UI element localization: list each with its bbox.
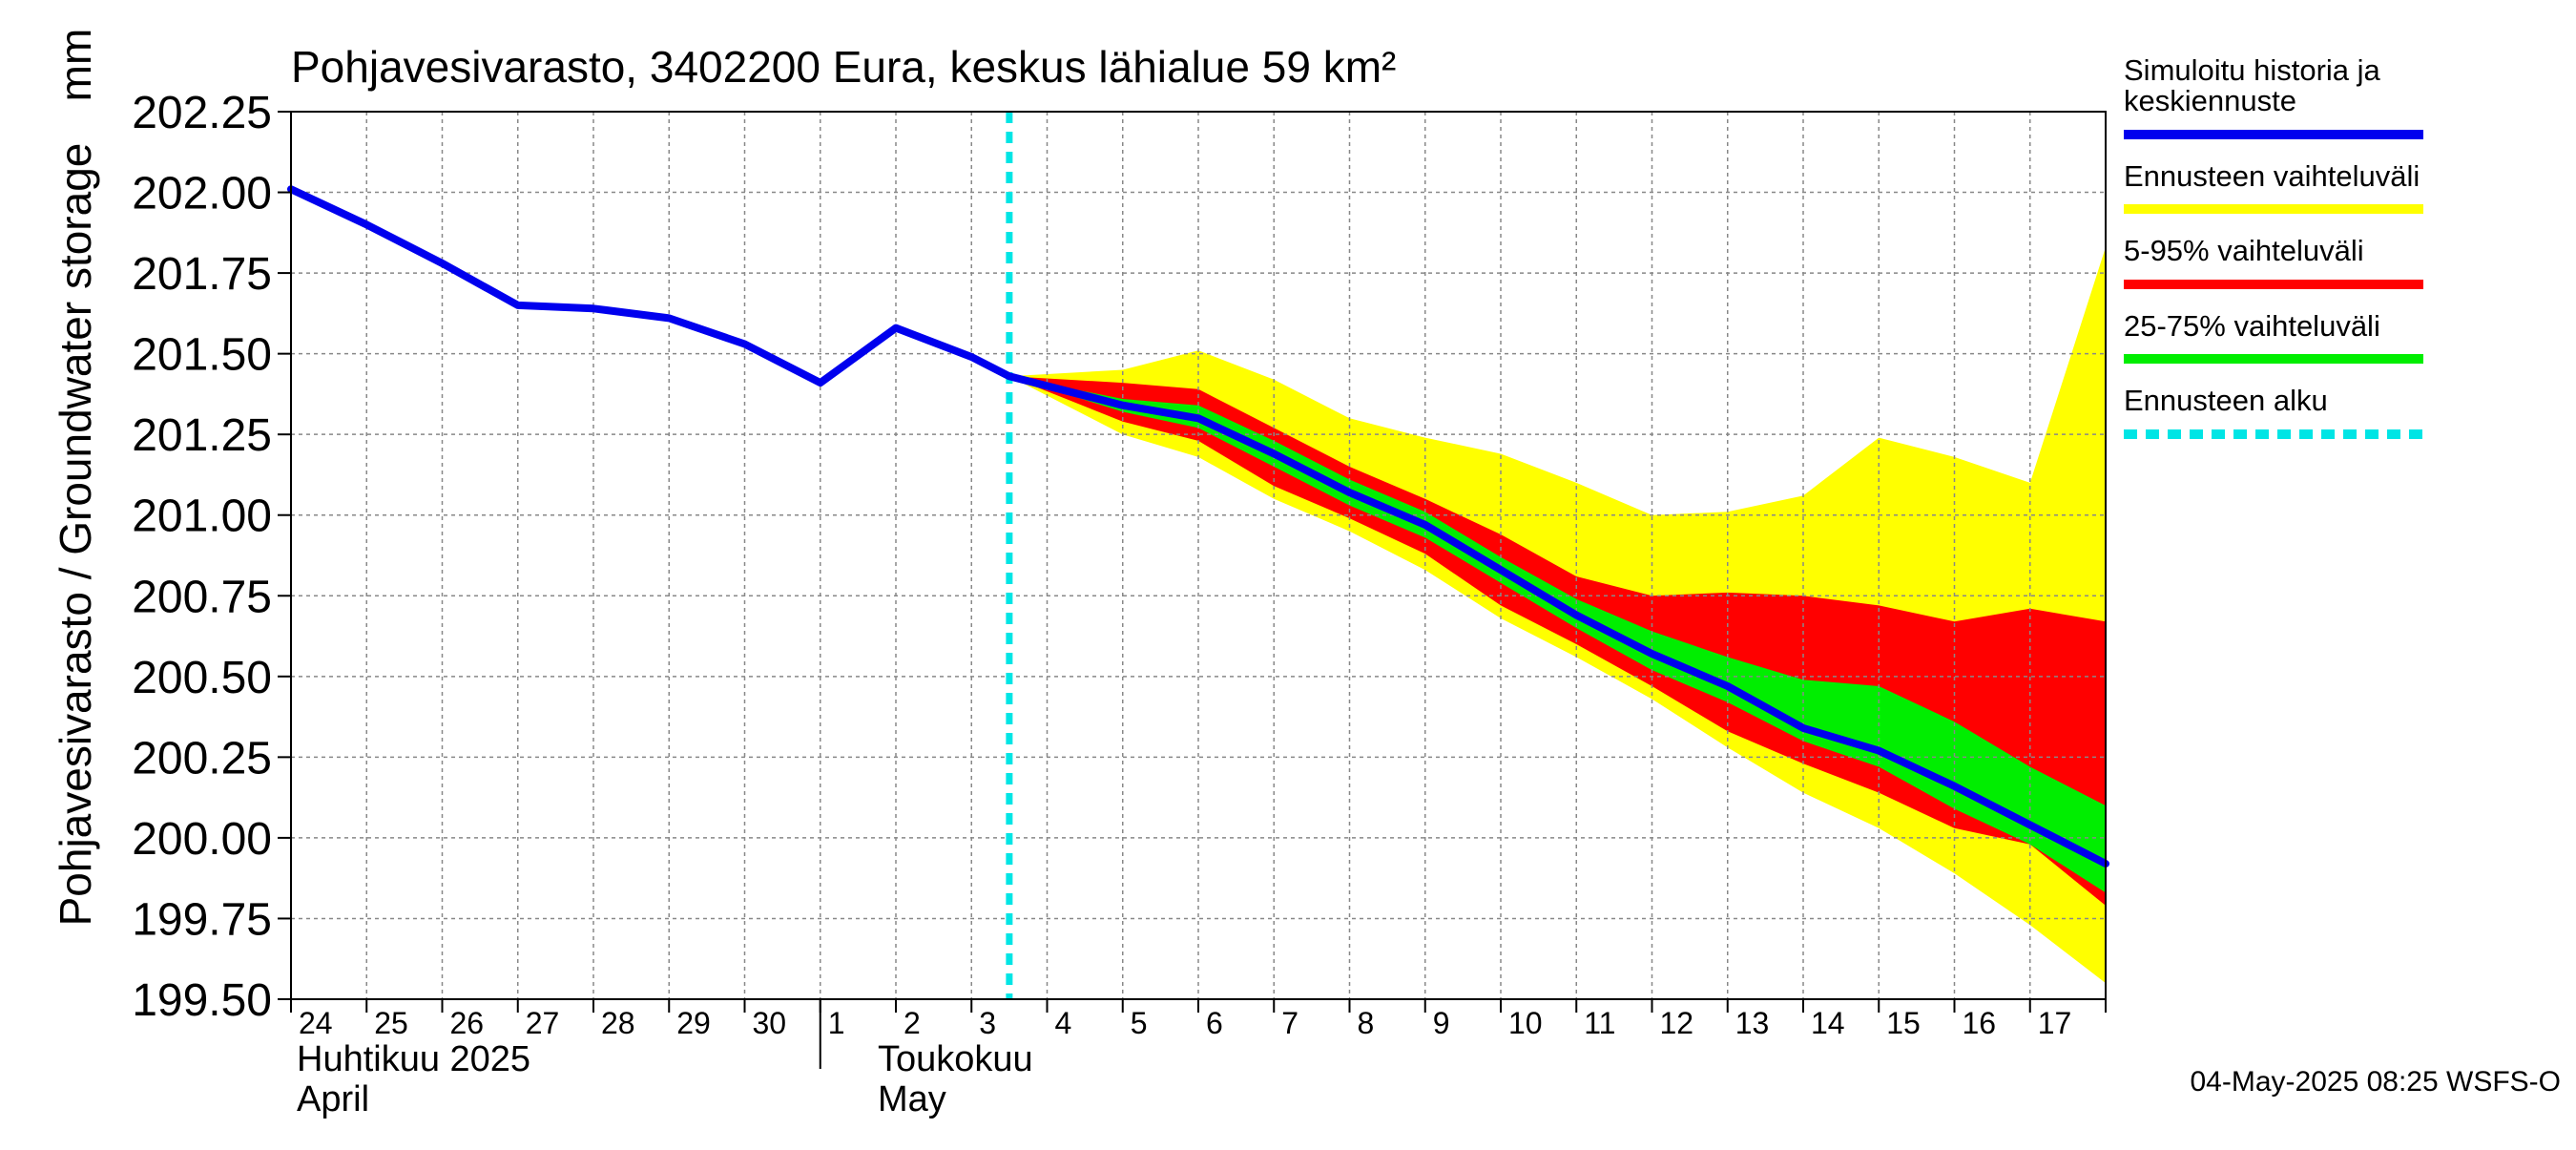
x-tick-label: 5: [1131, 1006, 1148, 1040]
y-tick-label: 200.25: [132, 733, 272, 784]
y-tick-label: 201.25: [132, 410, 272, 461]
x-tick-label: 29: [676, 1006, 711, 1040]
y-axis-label: Pohjavesivarasto / Groundwater storage: [51, 143, 100, 927]
y-tick-label: 201.00: [132, 491, 272, 542]
x-tick-label: 6: [1206, 1006, 1223, 1040]
x-tick-label: 13: [1735, 1006, 1770, 1040]
y-tick-label: 199.75: [132, 894, 272, 945]
forecast-bands: [1008, 247, 2106, 984]
month-label-fi: Toukokuu: [878, 1039, 1033, 1079]
x-tick-label: 1: [828, 1006, 845, 1040]
x-axis-ticks: 24 25 26 27 28 29 30 1 2 3 4 5 6 7 8 9 10 11 12 13 14 15 16 17H…: [290, 999, 2107, 1119]
x-tick-label: 25: [374, 1006, 408, 1040]
y-tick-label: 199.50: [132, 975, 272, 1026]
month-label-en: May: [878, 1079, 946, 1119]
y-axis-ticks: 202.25 202.00 201.75 201.50 201.25 201.00 200.…: [132, 88, 291, 1026]
legend-label: 25-75% vaihteluväli: [2124, 309, 2380, 343]
timestamp: 04-May-2025 08:25 WSFS-O: [2191, 1066, 2562, 1098]
series-lines: [287, 112, 2109, 999]
x-tick-label: 9: [1433, 1006, 1450, 1040]
legend-label: Ennusteen alku: [2124, 384, 2328, 417]
x-tick-label: 17: [2038, 1006, 2072, 1040]
x-tick-label: 12: [1660, 1006, 1694, 1040]
band-5-95: [1008, 376, 2106, 906]
x-tick-label: 27: [526, 1006, 560, 1040]
x-tick-label: 14: [1811, 1006, 1845, 1040]
y-tick-label: 200.75: [132, 572, 272, 622]
x-tick-label: 26: [450, 1006, 485, 1040]
x-tick-label: 30: [753, 1006, 787, 1040]
x-tick-label: 8: [1358, 1006, 1375, 1040]
y-tick-label: 202.25: [132, 88, 272, 138]
y-tick-label: 201.75: [132, 249, 272, 300]
x-tick-label: 2: [904, 1006, 921, 1040]
legend-label: Ennusteen vaihteluväli: [2124, 159, 2420, 193]
month-label-fi: Huhtikuu 2025: [297, 1039, 530, 1079]
x-tick-label: 4: [1055, 1006, 1072, 1040]
x-tick-label: 28: [601, 1006, 635, 1040]
legend-label: 5-95% vaihteluväli: [2124, 234, 2364, 267]
legend-label: Simuloitu historia ja: [2124, 53, 2381, 87]
chart-title: Pohjavesivarasto, 3402200 Eura, keskus l…: [291, 42, 1396, 92]
x-tick-label: 11: [1584, 1006, 1615, 1040]
x-tick-label: 16: [1963, 1006, 1997, 1040]
y-axis-unit: mm: [51, 29, 100, 102]
y-tick-label: 200.00: [132, 814, 272, 865]
x-tick-label: 24: [299, 1006, 333, 1040]
x-tick-label: 3: [979, 1006, 996, 1040]
x-tick-label: 15: [1886, 1006, 1921, 1040]
y-tick-label: 201.50: [132, 330, 272, 381]
y-tick-label: 200.50: [132, 653, 272, 703]
series-line-history-median: [287, 185, 2109, 868]
month-label-en: April: [297, 1079, 369, 1119]
legend-label: keskiennuste: [2124, 84, 2296, 117]
x-tick-label: 10: [1508, 1006, 1543, 1040]
x-tick-label: 7: [1281, 1006, 1298, 1040]
y-tick-label: 202.00: [132, 169, 272, 220]
